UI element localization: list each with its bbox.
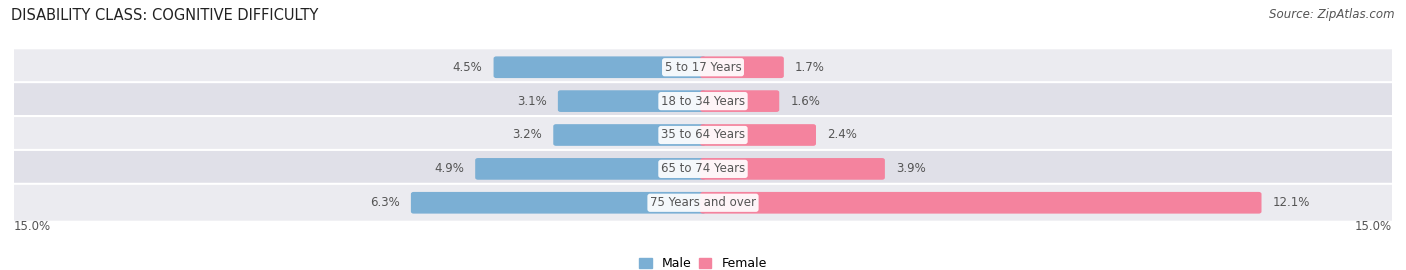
FancyBboxPatch shape: [558, 90, 706, 112]
Text: 3.9%: 3.9%: [896, 162, 925, 176]
Text: 65 to 74 Years: 65 to 74 Years: [661, 162, 745, 176]
FancyBboxPatch shape: [8, 150, 1398, 188]
Text: 1.7%: 1.7%: [794, 61, 825, 74]
FancyBboxPatch shape: [700, 56, 783, 78]
FancyBboxPatch shape: [700, 90, 779, 112]
Text: 18 to 34 Years: 18 to 34 Years: [661, 94, 745, 108]
Text: 35 to 64 Years: 35 to 64 Years: [661, 129, 745, 141]
FancyBboxPatch shape: [700, 158, 884, 180]
Text: 15.0%: 15.0%: [1355, 220, 1392, 233]
FancyBboxPatch shape: [475, 158, 706, 180]
Text: 2.4%: 2.4%: [827, 129, 856, 141]
FancyBboxPatch shape: [554, 124, 706, 146]
Text: 5 to 17 Years: 5 to 17 Years: [665, 61, 741, 74]
Text: 15.0%: 15.0%: [14, 220, 51, 233]
FancyBboxPatch shape: [8, 116, 1398, 154]
Text: 4.5%: 4.5%: [453, 61, 482, 74]
FancyBboxPatch shape: [700, 192, 1261, 214]
Text: 3.1%: 3.1%: [517, 94, 547, 108]
Text: Source: ZipAtlas.com: Source: ZipAtlas.com: [1270, 8, 1395, 21]
Text: DISABILITY CLASS: COGNITIVE DIFFICULTY: DISABILITY CLASS: COGNITIVE DIFFICULTY: [11, 8, 319, 23]
FancyBboxPatch shape: [8, 48, 1398, 86]
FancyBboxPatch shape: [8, 82, 1398, 120]
FancyBboxPatch shape: [8, 184, 1398, 222]
Text: 1.6%: 1.6%: [790, 94, 820, 108]
Text: 6.3%: 6.3%: [370, 196, 399, 209]
Legend: Male, Female: Male, Female: [640, 258, 766, 270]
FancyBboxPatch shape: [494, 56, 706, 78]
Text: 3.2%: 3.2%: [513, 129, 543, 141]
FancyBboxPatch shape: [700, 124, 815, 146]
Text: 12.1%: 12.1%: [1272, 196, 1310, 209]
Text: 4.9%: 4.9%: [434, 162, 464, 176]
FancyBboxPatch shape: [411, 192, 706, 214]
Text: 75 Years and over: 75 Years and over: [650, 196, 756, 209]
